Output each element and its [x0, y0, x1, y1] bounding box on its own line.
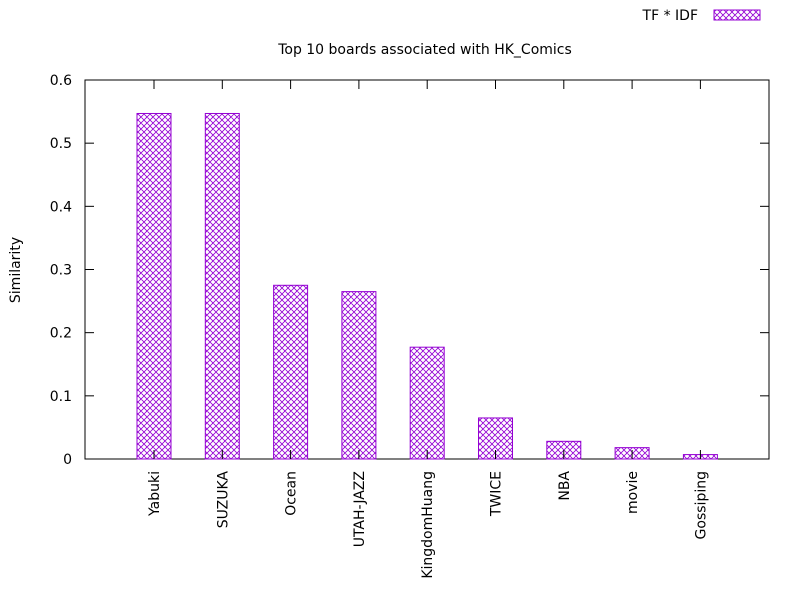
y-axis-label: Similarity: [8, 237, 24, 303]
bar-ocean: [273, 284, 309, 460]
y-tick-label: 0.4: [50, 199, 72, 215]
y-axis: 0 0.1 0.2 0.3 0.4 0.5 0.6: [50, 73, 769, 468]
legend: TF * IDF: [642, 8, 761, 24]
legend-swatch: [713, 9, 761, 21]
y-tick-label: 0.6: [50, 73, 72, 89]
y-tick-label: 0.3: [50, 263, 72, 279]
x-axis: Yabuki SUZUKA Ocean UTAH-JAZZ KingdomHuang TW…: [147, 80, 709, 579]
x-tick-label: Ocean: [284, 471, 300, 516]
legend-label: TF * IDF: [642, 8, 698, 24]
bar-kingdomhuang: [409, 346, 445, 460]
x-tick-label: Gossiping: [693, 471, 709, 539]
y-tick-label: 0: [63, 452, 72, 468]
chart-title: Top 10 boards associated with HK_Comics: [277, 42, 572, 58]
bar-yabuki: [136, 112, 172, 460]
x-tick-label: UTAH-JAZZ: [352, 471, 368, 547]
bar-utah-jazz: [341, 291, 377, 460]
y-tick-label: 0.5: [50, 136, 72, 152]
x-tick-label: KingdomHuang: [420, 471, 436, 579]
x-tick-label: TWICE: [489, 471, 505, 517]
y-tick-label: 0.2: [50, 326, 72, 342]
x-tick-label: SUZUKA: [215, 471, 231, 529]
y-tick-label: 0.1: [50, 389, 72, 405]
x-tick-label: NBA: [557, 471, 573, 501]
bar-suzuka: [204, 112, 240, 460]
x-tick-label: Yabuki: [147, 471, 163, 517]
bars: [136, 112, 718, 460]
x-tick-label: movie: [625, 471, 641, 514]
